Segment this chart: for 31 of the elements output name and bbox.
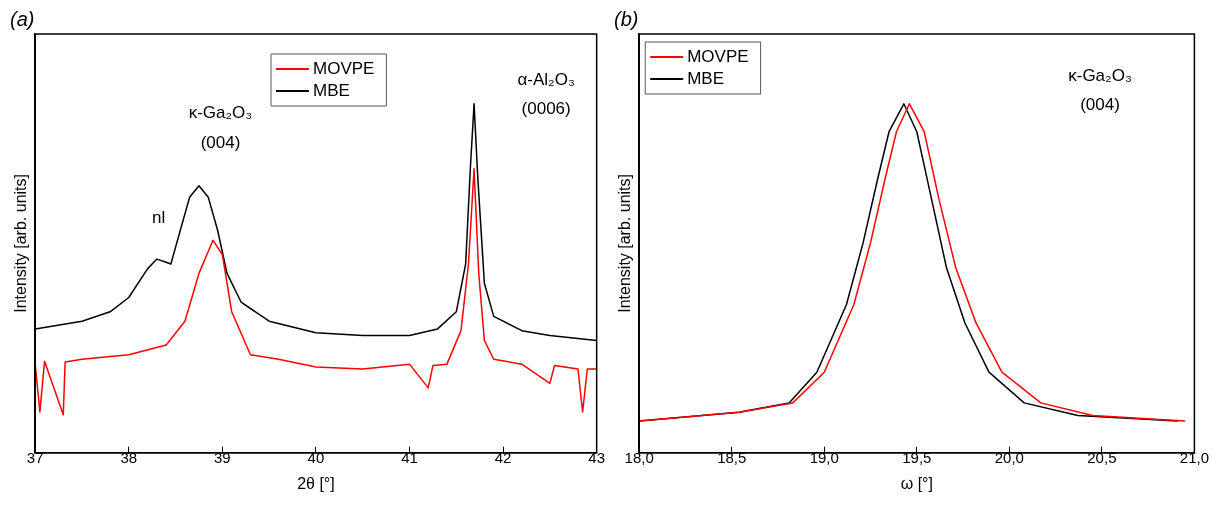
x-tick-label: 43: [588, 448, 605, 466]
x-axis-title: ω [°]: [900, 474, 933, 492]
legend-label: MOVPE: [313, 58, 375, 78]
x-tick-label: 42: [494, 448, 512, 466]
x-tick-label: 38: [120, 448, 138, 466]
x-tick-label: 40: [307, 448, 325, 466]
y-axis-title: Intensity [arb. units]: [616, 174, 634, 313]
annotation: nl: [152, 207, 166, 227]
legend-label: MBE: [687, 68, 725, 88]
text: α-Al₂O₃: [517, 69, 575, 89]
annotation: (0006): [521, 99, 571, 119]
x-tick-label: 39: [214, 448, 231, 466]
annotation: κ-Ga₂O₃: [188, 103, 253, 123]
legend-label: MBE: [313, 80, 350, 100]
annotation: (004): [1080, 94, 1120, 114]
chart-title: (a): [10, 7, 35, 30]
x-tick-label: 20,5: [1087, 448, 1117, 466]
annotation: (004): [200, 132, 241, 152]
chart-title: (b): [614, 7, 639, 30]
x-axis-title: 2θ [°]: [297, 474, 335, 492]
x-tick-label: 41: [401, 448, 418, 466]
x-tick-label: 37: [26, 448, 44, 466]
legend-label: MOVPE: [687, 46, 749, 66]
x-tick-label: 19,0: [809, 448, 839, 466]
x-tick-label: 19,5: [902, 448, 932, 466]
x-tick-label: 21,0: [1179, 448, 1209, 466]
x-tick-label: 18,0: [624, 448, 654, 466]
y-axis-title: Intensity [arb. units]: [12, 174, 30, 313]
text: κ-Ga₂O₃: [1068, 65, 1132, 85]
x-tick-label: 20,0: [994, 448, 1024, 466]
x-tick-label: 18,5: [717, 448, 747, 466]
